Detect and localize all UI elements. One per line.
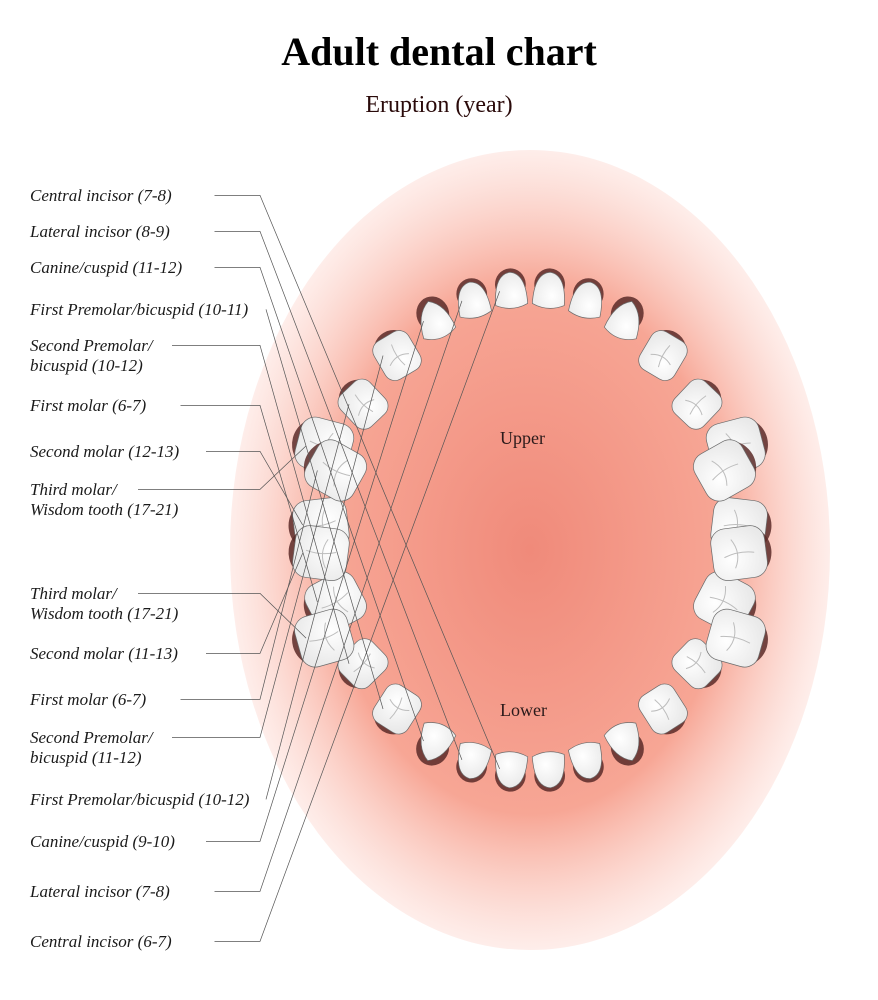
label-lower-7: Central incisor (6-7) xyxy=(30,932,172,952)
label-lower-2: First molar (6-7) xyxy=(30,690,146,710)
label-upper-1: Lateral incisor (8-9) xyxy=(30,222,170,242)
label-upper-0: Central incisor (7-8) xyxy=(30,186,172,206)
label-upper-6: Second molar (12-13) xyxy=(30,442,179,462)
label-upper-3: First Premolar/bicuspid (10-11) xyxy=(30,300,248,320)
label-upper-5: First molar (6-7) xyxy=(30,396,146,416)
label-upper-2: Canine/cuspid (11-12) xyxy=(30,258,182,278)
label-upper-7: Third molar/ Wisdom tooth (17-21) xyxy=(30,480,178,519)
region-upper-label: Upper xyxy=(500,428,545,449)
label-lower-0: Third molar/ Wisdom tooth (17-21) xyxy=(30,584,178,623)
label-lower-5: Canine/cuspid (9-10) xyxy=(30,832,175,852)
label-lower-3: Second Premolar/ bicuspid (11-12) xyxy=(30,728,153,767)
label-lower-1: Second molar (11-13) xyxy=(30,644,178,664)
label-lower-6: Lateral incisor (7-8) xyxy=(30,882,170,902)
label-upper-4: Second Premolar/ bicuspid (10-12) xyxy=(30,336,153,375)
region-lower-label: Lower xyxy=(500,700,547,721)
label-lower-4: First Premolar/bicuspid (10-12) xyxy=(30,790,249,810)
